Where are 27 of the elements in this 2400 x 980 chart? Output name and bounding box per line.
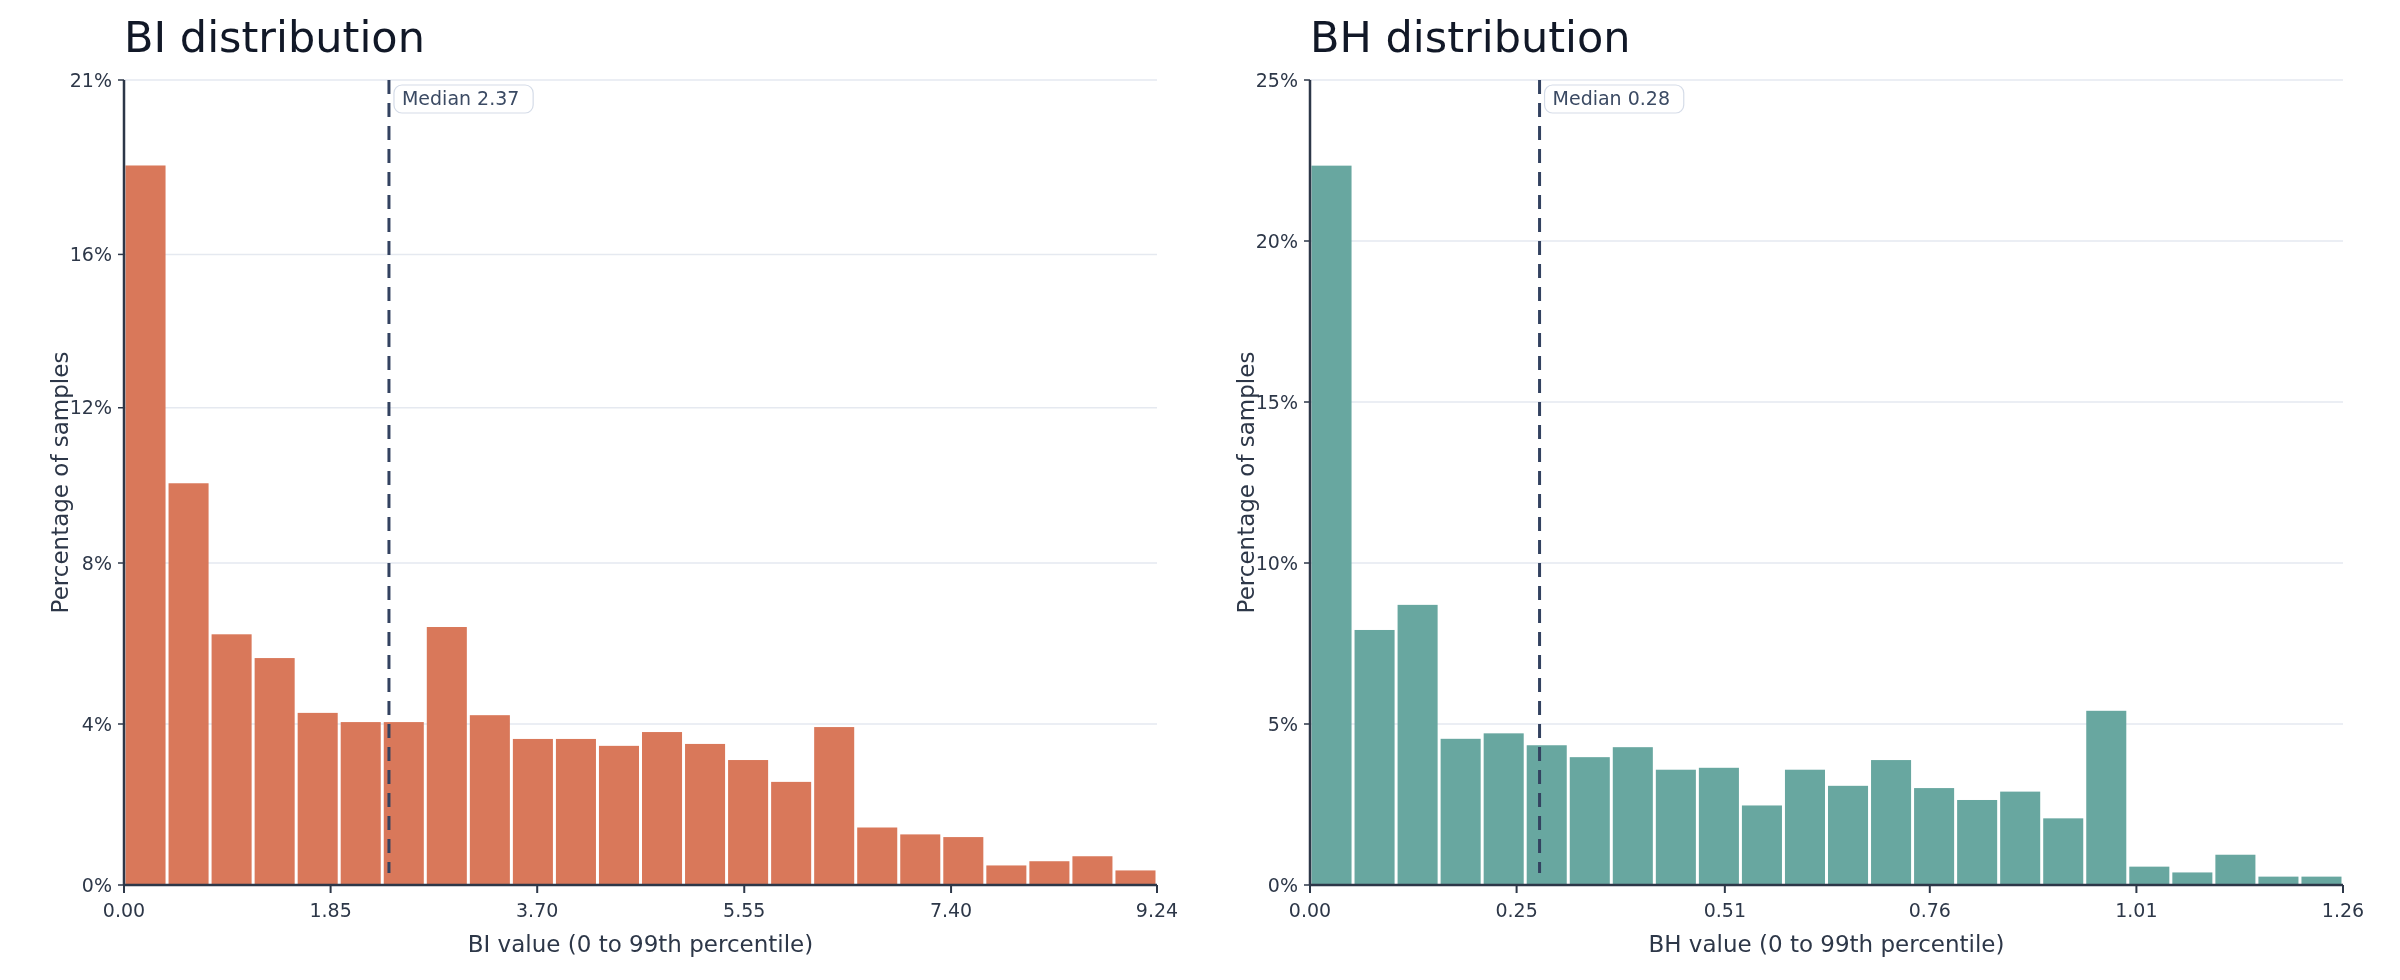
y-tick-label: 8% (81, 551, 112, 574)
x-tick-label: 1.01 (2115, 899, 2158, 921)
ref-line-label: Median 0.28 (1552, 87, 1671, 109)
y-tick-label: 21% (69, 68, 112, 91)
chart-title: BH distribution (1310, 12, 1631, 62)
x-tick-label: 1.26 (2321, 899, 2365, 921)
x-tick-label: 9.24 (1135, 899, 1179, 921)
x-tick-label: 3.70 (516, 899, 559, 921)
chart-title: BI distribution (124, 12, 425, 62)
y-tick-label: 25% (1255, 68, 1298, 91)
x-axis-title: BI value (0 to 99th percentile) (467, 931, 814, 957)
x-tick-label: 0.00 (102, 899, 146, 921)
y-tick-label: 0% (1267, 873, 1298, 896)
x-tick-label: 0.00 (1288, 899, 1332, 921)
y-tick-label: 4% (81, 712, 112, 735)
x-axis-title: BH value (0 to 99th percentile) (1648, 931, 2005, 957)
y-tick-label: 0% (81, 873, 112, 896)
y-tick-label: 5% (1267, 712, 1298, 735)
ref-line-label: Median 2.37 (401, 87, 520, 109)
y-tick-label: 20% (1255, 229, 1298, 252)
x-tick-label: 5.55 (723, 899, 766, 921)
x-tick-label: 7.40 (929, 899, 973, 921)
x-tick-label: 0.25 (1495, 899, 1538, 921)
x-tick-label: 0.76 (1908, 899, 1951, 921)
x-tick-label: 1.85 (309, 899, 352, 921)
y-tick-label: 16% (69, 243, 112, 266)
x-tick-label: 0.51 (1703, 899, 1746, 921)
